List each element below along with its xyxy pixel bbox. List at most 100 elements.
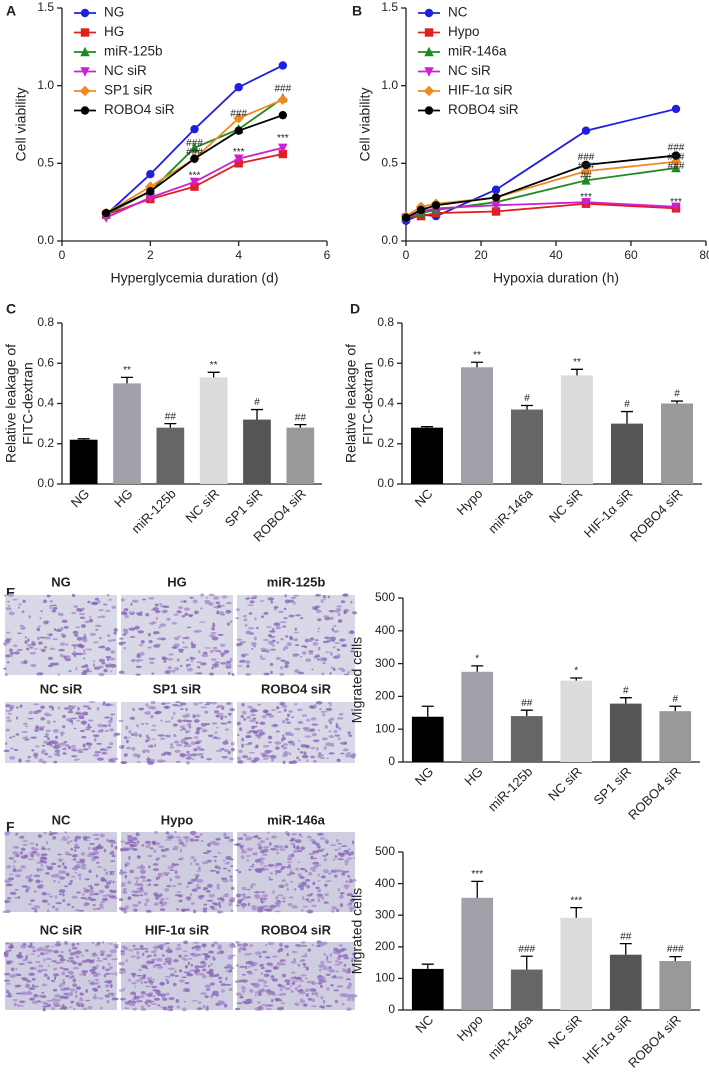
cell bbox=[327, 595, 330, 599]
cell bbox=[153, 892, 159, 897]
cell bbox=[203, 887, 209, 890]
cell bbox=[275, 869, 282, 874]
cell bbox=[318, 964, 323, 968]
cell bbox=[110, 716, 113, 721]
cell bbox=[51, 609, 57, 613]
y-axis-label: Relative leakage of bbox=[343, 344, 359, 463]
x-tick-label: ROBO4 siR bbox=[627, 486, 686, 545]
cell bbox=[310, 1005, 318, 1008]
cell bbox=[182, 836, 190, 839]
cell bbox=[67, 836, 70, 839]
y-tick-label: 0.6 bbox=[37, 355, 54, 369]
point bbox=[189, 177, 200, 188]
cell bbox=[288, 710, 293, 713]
cell bbox=[112, 734, 117, 737]
cell bbox=[195, 741, 199, 745]
point bbox=[671, 162, 681, 173]
cell bbox=[69, 953, 74, 957]
cell bbox=[259, 963, 264, 967]
cell bbox=[246, 847, 253, 852]
cell bbox=[193, 714, 201, 718]
cell bbox=[157, 759, 164, 763]
point bbox=[278, 149, 288, 159]
cell bbox=[175, 761, 181, 763]
cell bbox=[50, 862, 57, 866]
cell bbox=[183, 600, 187, 603]
cell bbox=[326, 960, 333, 964]
cell bbox=[195, 629, 202, 633]
cell bbox=[164, 942, 170, 945]
cell bbox=[19, 624, 24, 627]
cell bbox=[301, 754, 309, 759]
cell bbox=[6, 961, 11, 965]
cell bbox=[136, 955, 141, 960]
cell bbox=[4, 879, 12, 883]
cell bbox=[196, 672, 203, 675]
cell bbox=[187, 961, 190, 966]
error-bar bbox=[570, 906, 583, 918]
error-bar bbox=[421, 425, 433, 428]
cell bbox=[46, 594, 51, 598]
cell bbox=[192, 941, 200, 944]
cell bbox=[47, 656, 53, 660]
cell bbox=[65, 873, 70, 877]
cell bbox=[206, 889, 211, 893]
y-tick-label: 0.0 bbox=[381, 233, 398, 247]
cell bbox=[196, 878, 204, 883]
cell bbox=[344, 741, 347, 745]
cell bbox=[85, 648, 93, 651]
cell bbox=[310, 756, 314, 758]
cell bbox=[159, 623, 167, 627]
cell bbox=[211, 627, 215, 631]
cell bbox=[230, 966, 234, 969]
cell bbox=[114, 971, 118, 976]
cell bbox=[150, 700, 156, 705]
cell bbox=[88, 889, 95, 893]
cell bbox=[254, 617, 257, 621]
cell bbox=[76, 636, 83, 641]
cell bbox=[157, 734, 165, 737]
cell bbox=[325, 840, 329, 844]
cell bbox=[193, 969, 201, 973]
cell bbox=[72, 858, 77, 861]
cell bbox=[212, 646, 218, 650]
cell bbox=[341, 994, 349, 998]
cell bbox=[291, 716, 294, 719]
annotation: ### bbox=[186, 147, 203, 158]
cell bbox=[123, 608, 129, 612]
cell bbox=[132, 1007, 137, 1011]
cell bbox=[80, 671, 88, 676]
cell bbox=[101, 724, 108, 728]
point bbox=[491, 193, 501, 202]
cell bbox=[168, 967, 175, 971]
cell bbox=[276, 1007, 284, 1011]
cell bbox=[260, 896, 263, 901]
cell bbox=[54, 743, 60, 746]
significance: # bbox=[524, 393, 530, 404]
cell bbox=[84, 836, 91, 839]
cell bbox=[72, 650, 76, 655]
cell bbox=[76, 1002, 84, 1005]
cell bbox=[172, 723, 178, 727]
cell bbox=[290, 961, 296, 964]
cell bbox=[223, 748, 229, 753]
cell bbox=[336, 976, 344, 979]
cell bbox=[237, 756, 241, 761]
cell bbox=[260, 1004, 266, 1006]
cell bbox=[176, 943, 181, 947]
panel-letter: B bbox=[352, 3, 362, 19]
significance: ** bbox=[573, 357, 581, 368]
cell bbox=[199, 607, 203, 610]
cell bbox=[135, 979, 141, 982]
cell bbox=[165, 948, 173, 953]
cell bbox=[94, 993, 97, 996]
cell bbox=[237, 665, 243, 667]
cell bbox=[19, 851, 24, 855]
cell bbox=[187, 881, 193, 884]
cell bbox=[241, 947, 247, 951]
cell bbox=[120, 952, 126, 956]
cell bbox=[145, 985, 151, 988]
cell bbox=[8, 945, 13, 950]
cell bbox=[245, 965, 248, 970]
cell bbox=[189, 893, 193, 897]
